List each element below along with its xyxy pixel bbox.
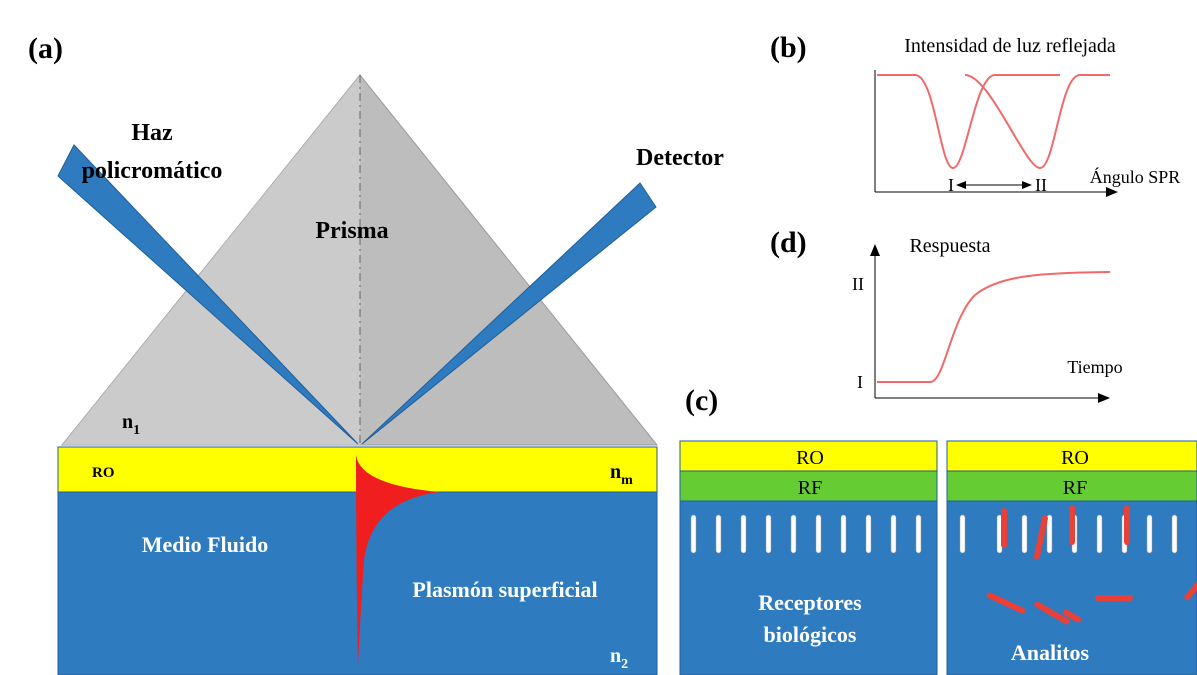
layer-label: RO xyxy=(1061,447,1089,469)
layer-label: RO xyxy=(92,465,115,481)
marker-label: I xyxy=(948,175,954,195)
graph-title: Intensidad de luz reflejada xyxy=(904,35,1116,57)
panel-label: (c) xyxy=(685,384,718,417)
index-base: n xyxy=(610,645,621,667)
spr-diagram: (a) Haz policromático Prisma Detector n1… xyxy=(0,0,1197,675)
arrow-head xyxy=(870,244,880,256)
layer-label: RO xyxy=(796,447,824,469)
medium-label: Medio Fluido xyxy=(142,532,269,557)
layer-label: RF xyxy=(798,477,822,499)
prism-label: Prisma xyxy=(315,218,388,244)
layer-label: RF xyxy=(1063,477,1087,499)
caption: biológicos xyxy=(764,622,857,647)
plasmon-label: Plasmón superficial xyxy=(412,577,597,602)
panel-b: (b) Intensidad de luz reflejada I II Áng… xyxy=(770,31,1180,197)
index-sub: 1 xyxy=(133,423,140,438)
arrow-head xyxy=(1098,393,1110,403)
index-base: n xyxy=(610,461,621,483)
beam-label: Haz xyxy=(131,120,173,146)
panel-d: (d) Respuesta II I Tiempo xyxy=(770,226,1123,403)
beam-label: policromático xyxy=(82,158,223,184)
graph-title: Respuesta xyxy=(909,235,990,257)
level-label: I xyxy=(857,372,863,392)
caption: Analitos xyxy=(1011,640,1090,665)
x-axis-label: Tiempo xyxy=(1067,357,1122,377)
curve-after xyxy=(965,75,1110,168)
arrow-head xyxy=(1022,181,1032,189)
panel-label: (b) xyxy=(770,31,807,64)
index-sub: 2 xyxy=(621,657,628,672)
panel-a: (a) Haz policromático Prisma Detector n1… xyxy=(28,32,724,675)
index-base: n xyxy=(122,411,133,433)
arrow-head xyxy=(1106,187,1118,197)
detector-label: Detector xyxy=(636,145,724,171)
curve-before xyxy=(877,75,1010,168)
arrow-head xyxy=(956,181,966,189)
panel-label: (d) xyxy=(770,226,807,259)
x-axis-label: Ángulo SPR xyxy=(1090,166,1181,187)
marker-label: II xyxy=(1035,175,1047,195)
index-sub: m xyxy=(621,473,633,488)
panel-c: (c) RO RF Receptores biológicos RO RF An… xyxy=(680,384,1197,675)
level-label: II xyxy=(852,274,864,294)
panel-label: (a) xyxy=(28,32,63,65)
caption: Receptores xyxy=(758,590,862,615)
